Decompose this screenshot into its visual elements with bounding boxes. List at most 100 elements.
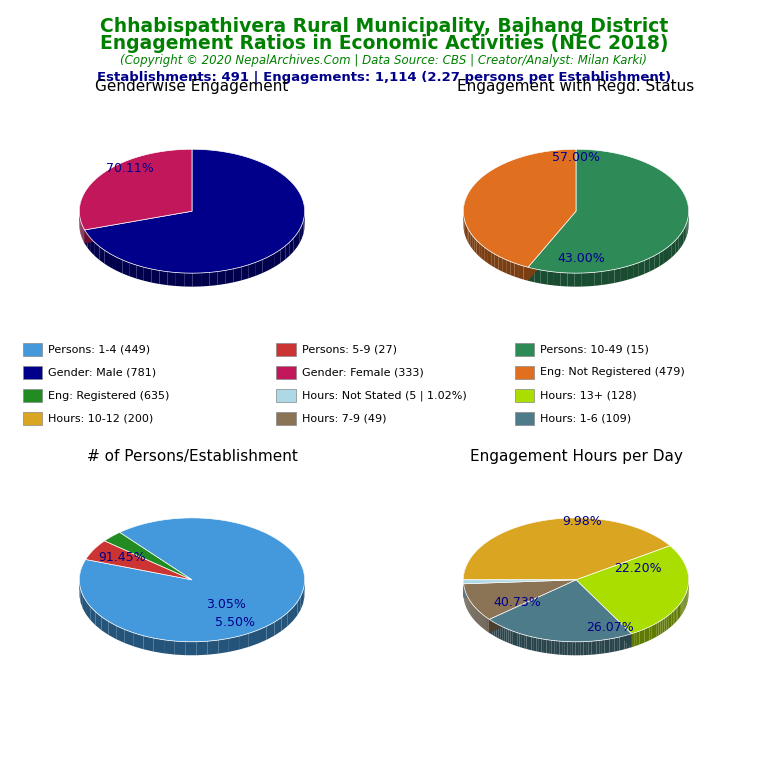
Polygon shape [647,627,650,641]
Polygon shape [640,630,642,644]
Polygon shape [489,619,491,634]
Polygon shape [229,636,239,652]
Polygon shape [578,642,581,655]
Polygon shape [266,622,274,640]
Polygon shape [656,622,658,637]
Text: 40.73%: 40.73% [494,596,541,609]
Polygon shape [594,641,597,654]
Polygon shape [275,250,280,266]
Polygon shape [297,596,301,615]
Polygon shape [622,636,624,650]
Polygon shape [617,637,620,651]
Polygon shape [539,638,541,652]
Polygon shape [612,638,614,652]
Polygon shape [464,580,576,598]
Polygon shape [293,233,297,251]
Polygon shape [654,624,656,638]
Polygon shape [568,641,570,655]
Polygon shape [468,230,470,246]
Polygon shape [591,641,594,655]
Polygon shape [668,614,670,629]
Text: Hours: 10-12 (200): Hours: 10-12 (200) [48,413,154,424]
Polygon shape [258,626,266,644]
Polygon shape [86,541,192,580]
Text: Eng: Registered (635): Eng: Registered (635) [48,390,170,401]
Polygon shape [80,583,81,603]
Polygon shape [525,635,527,649]
Polygon shape [607,639,610,653]
Polygon shape [519,265,524,280]
Polygon shape [602,640,604,654]
Text: 70.11%: 70.11% [106,162,154,175]
Polygon shape [528,267,535,283]
Polygon shape [506,628,508,643]
Polygon shape [491,621,493,635]
Polygon shape [479,243,482,259]
Polygon shape [660,620,663,634]
Polygon shape [475,238,477,254]
Polygon shape [664,247,668,263]
Polygon shape [160,270,167,285]
Polygon shape [658,621,660,636]
Polygon shape [541,270,548,285]
Polygon shape [672,611,674,626]
Polygon shape [581,641,584,655]
Polygon shape [108,621,116,639]
Polygon shape [233,267,241,283]
Polygon shape [197,641,207,655]
Polygon shape [472,235,475,251]
Polygon shape [513,631,515,645]
Polygon shape [672,240,675,257]
Text: 22.20%: 22.20% [614,562,662,575]
Polygon shape [463,580,576,584]
Polygon shape [515,632,518,646]
Polygon shape [302,220,303,238]
Polygon shape [286,242,290,260]
Polygon shape [570,642,573,655]
Polygon shape [522,634,525,648]
Polygon shape [290,238,293,256]
Polygon shape [88,234,91,252]
Polygon shape [675,608,677,623]
Polygon shape [502,627,505,641]
Polygon shape [249,630,258,647]
Text: 5.50%: 5.50% [215,616,255,629]
Polygon shape [498,256,502,272]
Text: Chhabispathivera Rural Municipality, Bajhang District: Chhabispathivera Rural Municipality, Baj… [100,17,668,36]
Text: 9.98%: 9.98% [561,515,601,528]
Polygon shape [95,612,101,631]
Polygon shape [217,270,226,285]
Polygon shape [79,149,192,230]
Polygon shape [81,565,82,584]
Polygon shape [633,263,639,278]
Polygon shape [91,607,95,625]
Text: Gender: Female (333): Gender: Female (333) [302,367,424,378]
Polygon shape [489,580,576,633]
Polygon shape [293,601,297,621]
Polygon shape [511,631,513,644]
Polygon shape [506,260,510,275]
Polygon shape [154,638,164,654]
Polygon shape [610,638,612,653]
Polygon shape [614,637,617,651]
Polygon shape [79,518,305,642]
Polygon shape [531,637,534,650]
Polygon shape [464,580,576,619]
Text: 43.00%: 43.00% [558,252,605,265]
Polygon shape [144,636,154,651]
Text: 29.89%: 29.89% [207,247,255,260]
Polygon shape [586,641,589,655]
Polygon shape [573,642,575,655]
Polygon shape [129,263,137,279]
Polygon shape [269,253,275,270]
Text: Genderwise Engagement: Genderwise Engagement [95,78,289,94]
Polygon shape [104,250,110,267]
Polygon shape [663,618,664,633]
Polygon shape [614,268,621,283]
Polygon shape [624,635,627,649]
Text: 91.45%: 91.45% [98,551,146,564]
Polygon shape [679,604,680,618]
Polygon shape [629,634,631,648]
Polygon shape [176,273,184,286]
Polygon shape [554,272,561,286]
